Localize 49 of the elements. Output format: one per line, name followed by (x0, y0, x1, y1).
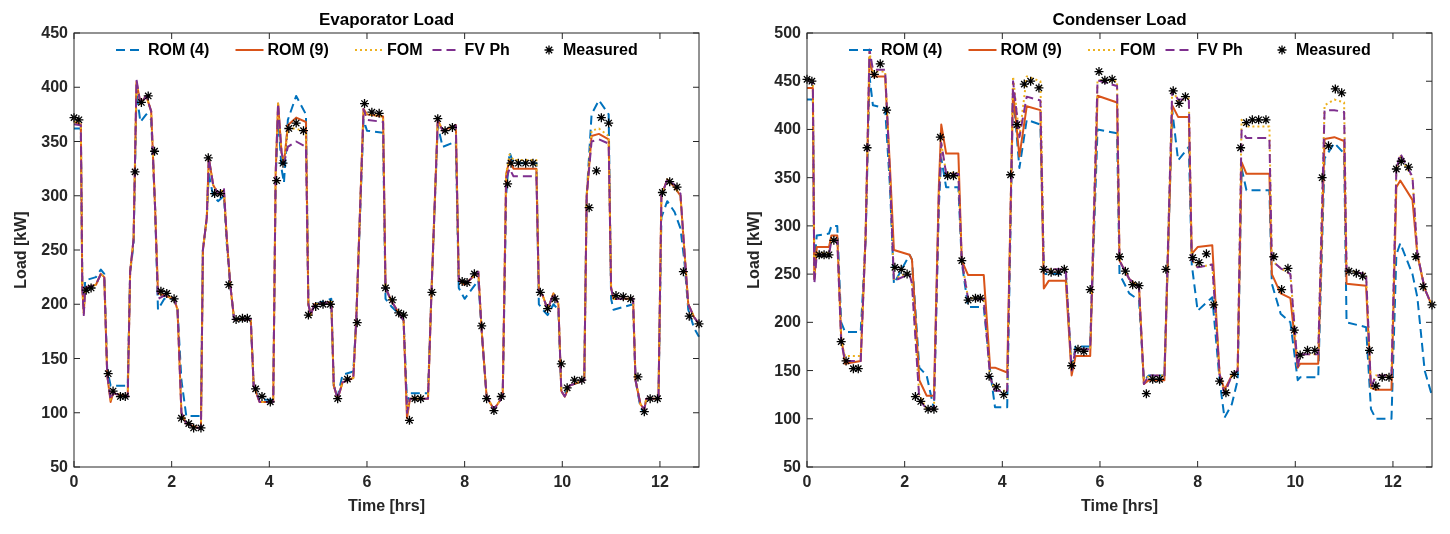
legend-label: FOM (387, 41, 423, 58)
legend-label: FOM (1120, 41, 1156, 58)
legend-label: Measured (1296, 41, 1371, 58)
y-tick-label: 300 (774, 216, 802, 234)
legend-label: ROM (4) (148, 41, 210, 58)
y-tick-label: 200 (774, 313, 802, 331)
x-tick-label: 2 (167, 473, 177, 490)
legend-label: Measured (563, 41, 638, 58)
y-tick-label: 500 (774, 24, 802, 41)
y-tick-label: 150 (41, 349, 69, 367)
x-tick-label: 12 (1384, 473, 1402, 490)
y-tick-label: 450 (774, 72, 802, 90)
x-tick-label: 8 (1193, 473, 1203, 490)
y-tick-label: 250 (774, 265, 802, 283)
x-tick-label: 0 (69, 473, 79, 490)
legend-label: FV Ph (1197, 41, 1243, 58)
y-tick-label: 350 (774, 168, 802, 186)
x-tick-label: 2 (900, 473, 910, 490)
y-tick-label: 350 (41, 132, 69, 150)
y-tick-label: 300 (41, 186, 69, 204)
y-tick-label: 400 (774, 120, 802, 138)
y-tick-label: 450 (41, 24, 69, 41)
y-tick-label: 150 (774, 361, 802, 379)
x-tick-label: 6 (362, 473, 372, 490)
legend-label: ROM (4) (881, 41, 943, 58)
y-axis-title: Load [kW] (12, 211, 29, 289)
x-tick-label: 10 (1286, 473, 1305, 490)
y-tick-label: 200 (41, 295, 69, 313)
x-tick-label: 8 (460, 473, 470, 490)
x-axis-title: Time [hrs] (1080, 497, 1159, 514)
x-tick-label: 0 (802, 473, 812, 490)
y-tick-label: 100 (41, 403, 69, 421)
legend-label: FV Ph (464, 41, 510, 58)
y-tick-label: 100 (774, 409, 802, 427)
x-tick-label: 10 (553, 473, 572, 490)
y-tick-label: 50 (50, 458, 69, 475)
x-axis-title: Time [hrs] (347, 497, 426, 514)
x-tick-label: 12 (651, 473, 669, 490)
x-tick-label: 6 (1095, 473, 1105, 490)
legend-label: ROM (9) (1000, 41, 1062, 58)
y-tick-label: 50 (783, 458, 802, 475)
x-tick-label: 4 (997, 473, 1007, 490)
x-tick-label: 4 (264, 473, 274, 490)
chart-title: Condenser Load (1052, 10, 1187, 29)
y-tick-label: 400 (41, 78, 69, 96)
chart-title: Evaporator Load (318, 10, 455, 29)
y-axis-title: Load [kW] (745, 211, 762, 289)
y-tick-label: 250 (41, 241, 69, 258)
legend-label: ROM (9) (267, 41, 329, 58)
